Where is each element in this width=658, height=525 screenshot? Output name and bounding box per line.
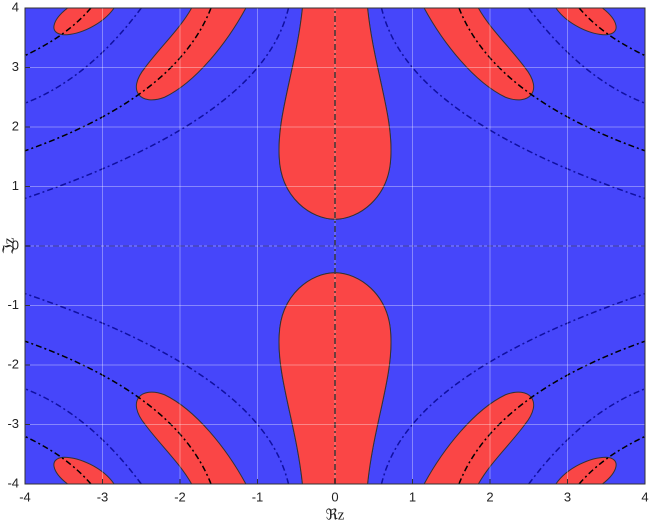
region [424, 8, 534, 100]
y-tick-label: 0 [12, 237, 19, 252]
contour [579, 8, 645, 56]
y-axis-label: ℑz [1, 237, 17, 254]
x-tick-label: -3 [97, 489, 109, 504]
x-tick-label: 4 [641, 489, 648, 504]
contour [529, 8, 645, 103]
x-tick-label: -2 [174, 489, 186, 504]
y-tick-label: 2 [12, 118, 19, 133]
x-tick-label: 2 [486, 489, 493, 504]
x-tick-label: 3 [564, 489, 571, 504]
x-axis-label: ℜz [326, 507, 345, 523]
y-tick-label: -4 [7, 475, 19, 490]
contour [459, 8, 645, 151]
x-tick-label: -4 [19, 489, 31, 504]
x-tick-label: 0 [331, 489, 338, 504]
y-tick-label: 3 [12, 59, 19, 74]
y-tick-label: -2 [7, 356, 19, 371]
x-tick-label: 1 [409, 489, 416, 504]
y-tick-label: -3 [7, 416, 19, 431]
x-tick-label: -1 [252, 489, 264, 504]
y-tick-label: 4 [12, 0, 19, 14]
plot-area [25, 8, 645, 484]
y-tick-label: -1 [7, 297, 19, 312]
y-tick-label: 1 [12, 178, 19, 193]
